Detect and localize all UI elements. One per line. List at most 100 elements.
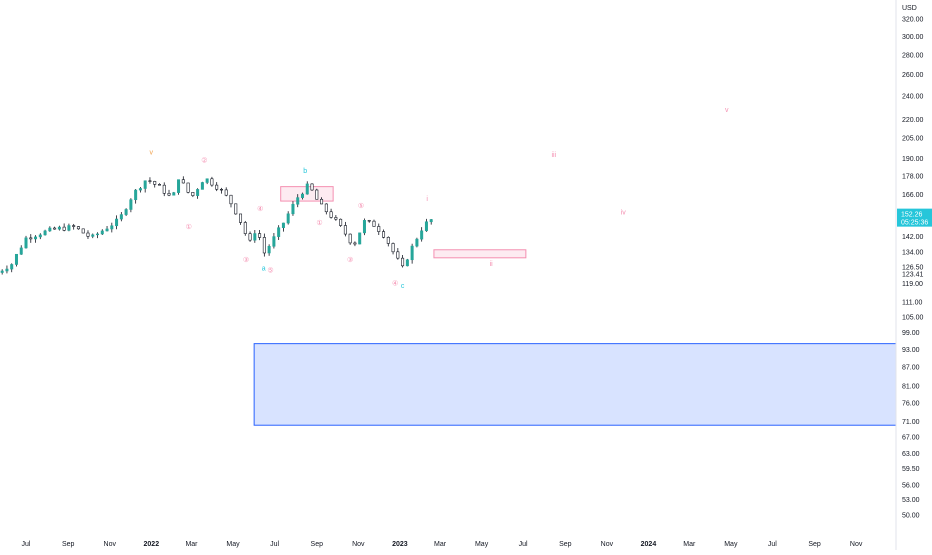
candle-body xyxy=(324,203,328,213)
candle-body xyxy=(424,221,428,232)
last-price-badge xyxy=(897,208,932,227)
candle-body xyxy=(358,232,362,245)
x-tick-label: Mar xyxy=(185,541,198,548)
support-zone xyxy=(253,343,897,426)
candle-body xyxy=(305,183,309,195)
wave-label: ③ xyxy=(347,256,353,264)
candle-body xyxy=(124,209,128,215)
candle-body xyxy=(377,226,381,232)
candle-body xyxy=(186,182,190,193)
candle-body xyxy=(38,234,42,238)
candle-body xyxy=(353,242,357,245)
wave-label: c xyxy=(401,283,405,290)
candle-body xyxy=(48,227,52,232)
candle-body xyxy=(334,217,338,220)
x-tick-label: 2022 xyxy=(144,541,160,548)
candle-body xyxy=(91,234,95,237)
candle-body xyxy=(72,225,76,227)
y-tick-label: 260.00 xyxy=(902,72,924,79)
x-tick-label: Sep xyxy=(808,541,821,548)
wave-label: ④ xyxy=(392,280,398,288)
candle-body xyxy=(405,259,409,267)
wave-label: ⑤ xyxy=(358,202,364,210)
candle-body xyxy=(396,251,400,259)
candle-body xyxy=(0,270,4,273)
y-tick-label: 67.00 xyxy=(902,434,920,441)
y-tick-label: 71.00 xyxy=(902,419,920,426)
y-tick-label: 76.00 xyxy=(902,401,920,408)
candle-body xyxy=(310,183,314,191)
candle-body xyxy=(10,264,14,270)
candle-body xyxy=(281,222,285,229)
x-tick-label: Jul xyxy=(519,541,528,548)
candle-body xyxy=(200,182,204,190)
wave-label: ① xyxy=(316,219,322,227)
y-tick-label: 56.00 xyxy=(902,482,920,489)
candle-body xyxy=(143,180,147,189)
candle-body xyxy=(119,214,123,220)
y-tick-label: 134.00 xyxy=(902,249,924,256)
candle-body xyxy=(410,245,414,261)
y-tick-label: 81.00 xyxy=(902,384,920,391)
candle-body xyxy=(57,226,61,230)
candle-body xyxy=(215,184,219,190)
wave-label: ① xyxy=(186,223,192,231)
y-tick-label: 93.00 xyxy=(902,347,920,354)
candle-body xyxy=(253,233,257,241)
candle-body xyxy=(153,181,157,185)
x-tick-label: Mar xyxy=(434,541,447,548)
candle-body xyxy=(239,213,243,223)
candle-body xyxy=(258,233,262,238)
candle-body xyxy=(34,236,38,240)
wave-label: v xyxy=(725,107,729,114)
candle-body xyxy=(272,236,276,247)
candle-body xyxy=(367,220,371,222)
candle-body xyxy=(14,253,18,265)
y-tick-label: 190.00 xyxy=(902,156,924,163)
candle-body xyxy=(343,225,347,235)
candle-body xyxy=(162,184,166,194)
x-tick-label: Sep xyxy=(311,541,324,548)
wave-label: ③ xyxy=(243,256,249,264)
candle-body xyxy=(110,225,114,230)
candle-body xyxy=(62,226,66,231)
candle-body xyxy=(320,198,324,205)
y-tick-label: 300.00 xyxy=(902,34,924,41)
last-price-value: 152.26 xyxy=(901,212,923,219)
wave-label: a xyxy=(262,265,266,272)
price-axis-currency: USD xyxy=(902,5,917,12)
candle-body xyxy=(248,233,252,241)
candle-body xyxy=(291,203,295,215)
y-tick-label: 280.00 xyxy=(902,52,924,59)
candle-body xyxy=(296,197,300,205)
candle-body xyxy=(115,218,119,227)
candle-body xyxy=(372,220,376,227)
candle-body xyxy=(43,230,47,236)
candle-body xyxy=(19,247,23,255)
candle-body xyxy=(172,192,176,196)
candle-body xyxy=(210,178,214,186)
candle-body xyxy=(362,220,366,234)
y-tick-label: 99.00 xyxy=(902,330,920,337)
wave-label: b xyxy=(303,168,307,175)
y-tick-label: 205.00 xyxy=(902,136,924,143)
candle-body xyxy=(191,192,195,196)
y-tick-label: 63.00 xyxy=(902,451,920,458)
candle-body xyxy=(229,194,233,205)
candle-body xyxy=(86,232,90,237)
y-tick-label: 111.00 xyxy=(902,300,922,307)
x-tick-label: Mar xyxy=(683,541,696,548)
candle-body xyxy=(277,227,281,237)
candle-body xyxy=(138,188,142,191)
candle-body xyxy=(415,238,419,247)
candle-body xyxy=(267,245,271,254)
candle-body xyxy=(167,193,171,196)
candle-body xyxy=(234,203,238,215)
candle-body xyxy=(5,268,9,272)
y-tick-label: 53.00 xyxy=(902,497,920,504)
candle-body xyxy=(177,179,181,193)
x-tick-label: Sep xyxy=(559,541,572,548)
candle-body xyxy=(286,213,290,224)
